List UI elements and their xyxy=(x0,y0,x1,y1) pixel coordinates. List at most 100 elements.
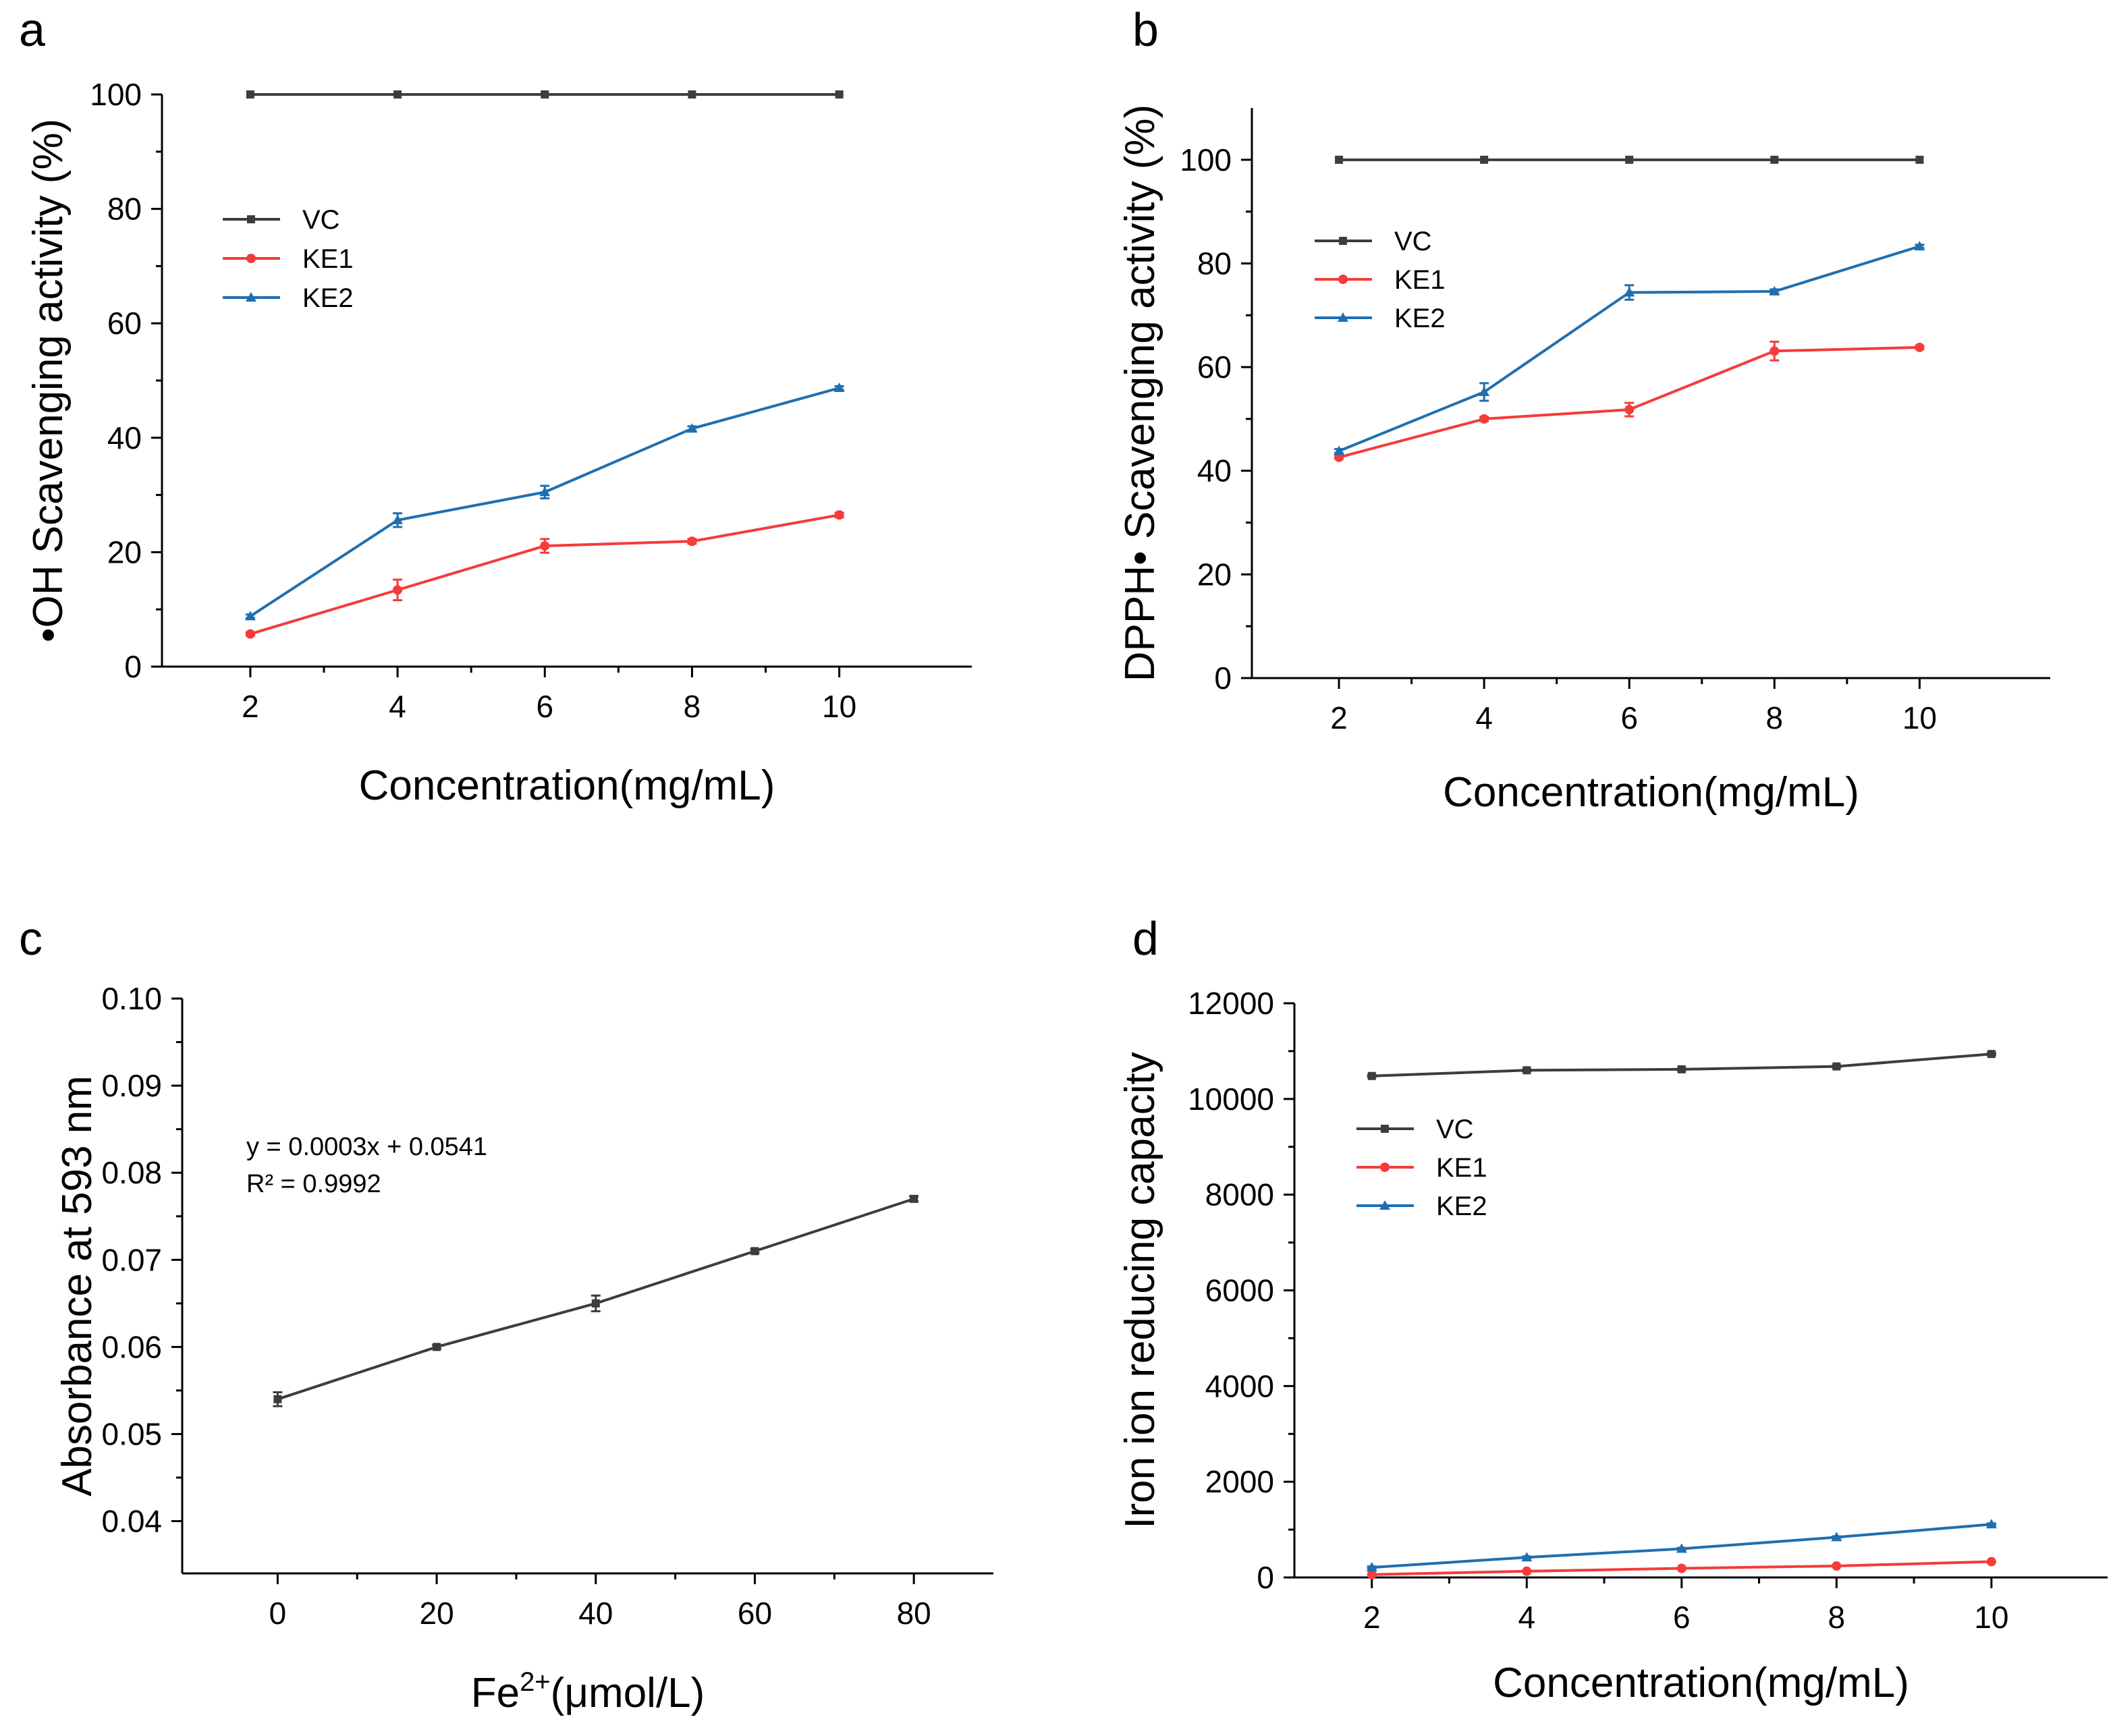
x-tick-label: 8 xyxy=(1766,700,1784,735)
data-point xyxy=(750,1247,759,1256)
data-point xyxy=(1986,1557,1996,1567)
x-tick-label: 2 xyxy=(1363,1600,1381,1635)
x-tick-label: 6 xyxy=(1620,700,1638,735)
y-tick-label: 0.09 xyxy=(101,1068,162,1103)
data-point xyxy=(591,1299,600,1308)
data-point xyxy=(393,585,403,595)
data-point xyxy=(1677,1065,1686,1073)
data-point xyxy=(687,536,697,547)
data-point xyxy=(1479,386,1490,396)
y-tick-label: 8000 xyxy=(1205,1177,1274,1212)
series-ke2 xyxy=(1334,241,1925,455)
y-tick-label: 2000 xyxy=(1205,1464,1274,1499)
y-tick-label: 20 xyxy=(1197,557,1232,592)
data-point xyxy=(1624,405,1635,415)
legend-label: KE1 xyxy=(1436,1153,1487,1183)
x-tick-label: 8 xyxy=(1828,1600,1846,1635)
data-point xyxy=(393,90,402,99)
x-tick-label: 20 xyxy=(420,1596,454,1631)
data-point xyxy=(1625,155,1634,164)
y-axis-title: DPPH• Scavenging activity (%) xyxy=(1117,105,1163,682)
series-ke1 xyxy=(1367,1557,1996,1579)
data-point xyxy=(541,90,549,99)
x-tick-label: 4 xyxy=(1475,700,1493,735)
data-point xyxy=(1522,1066,1531,1075)
legend-marker xyxy=(1380,1163,1390,1172)
y-tick-label: 20 xyxy=(107,534,142,569)
legend-marker xyxy=(1339,237,1347,245)
legend-marker xyxy=(1381,1125,1389,1133)
x-tick-label: 40 xyxy=(578,1596,613,1631)
x-tick-label: 10 xyxy=(822,689,856,724)
legend-label: KE2 xyxy=(1436,1192,1487,1221)
legend-marker xyxy=(1338,312,1348,322)
y-tick-label: 0.10 xyxy=(101,981,162,1016)
regression-annotation: y = 0.0003x + 0.0541 xyxy=(246,1133,487,1161)
y-tick-label: 0 xyxy=(124,649,142,684)
y-tick-label: 10000 xyxy=(1188,1082,1274,1117)
data-point xyxy=(1915,342,1925,352)
series-line xyxy=(250,513,840,636)
legend-marker xyxy=(246,254,256,263)
legend-marker xyxy=(247,215,255,223)
y-tick-label: 0.05 xyxy=(101,1416,162,1451)
panel-letter-c: c xyxy=(19,912,43,965)
chart-panel-d: d 2 4 6 8 10 0 2000 4000 6000 8000 10000 12000 Iron i… xyxy=(1117,912,2108,1706)
data-point xyxy=(910,1194,918,1203)
data-point xyxy=(1521,1552,1533,1562)
panel-letter-d: d xyxy=(1132,912,1159,965)
x-axis-title-main: Fe xyxy=(471,1670,520,1716)
x-axis-title: Concentration(mg/mL) xyxy=(1493,1660,1909,1706)
series-ke1 xyxy=(1334,340,1925,462)
legend-marker xyxy=(1379,1200,1390,1210)
y-tick-label: 0.04 xyxy=(101,1504,162,1539)
y-tick-label: 0 xyxy=(1214,661,1232,696)
x-tick-label: 2 xyxy=(1330,700,1348,735)
y-axis-title: Iron ion reducing capacity xyxy=(1117,1052,1163,1529)
y-tick-label: 100 xyxy=(1180,142,1232,177)
data-point xyxy=(1914,241,1925,251)
data-point xyxy=(1624,287,1635,297)
legend-label: KE2 xyxy=(302,283,354,313)
data-point xyxy=(1366,1562,1377,1572)
data-point xyxy=(244,611,256,621)
data-point xyxy=(835,90,844,99)
y-axis-title: •OH Scavenging activity (%) xyxy=(25,119,72,642)
x-axis-title-superscript: 2+ xyxy=(520,1667,551,1697)
x-axis-title: Concentration(mg/mL) xyxy=(1443,769,1859,816)
data-point xyxy=(273,1395,282,1403)
legend: VC KE1 KE2 xyxy=(1356,1115,1487,1221)
x-axis-title-unit: (μmol/L) xyxy=(551,1670,705,1716)
x-tick-label: 4 xyxy=(389,689,406,724)
data-point xyxy=(1769,285,1780,296)
data-point xyxy=(1676,1543,1687,1553)
data-point xyxy=(1985,1519,1997,1529)
data-point xyxy=(245,629,255,639)
data-point xyxy=(1367,1071,1376,1080)
x-tick-label: 4 xyxy=(1518,1600,1535,1635)
series-ke2 xyxy=(244,383,845,621)
y-tick-label: 40 xyxy=(107,420,142,455)
x-tick-label: 6 xyxy=(536,689,553,724)
y-tick-label: 40 xyxy=(1197,453,1232,488)
data-point xyxy=(392,514,404,524)
y-tick-label: 100 xyxy=(90,77,142,112)
y-tick-label: 60 xyxy=(1197,349,1232,385)
y-tick-label: 0.07 xyxy=(101,1242,162,1277)
legend-label: VC xyxy=(1394,227,1432,256)
legend-marker xyxy=(1338,275,1348,284)
legend-marker xyxy=(246,292,256,302)
series-standard xyxy=(273,1194,919,1407)
x-tick-label: 6 xyxy=(1673,1600,1691,1635)
data-point xyxy=(1769,346,1780,356)
legend-label: VC xyxy=(302,205,340,235)
data-point xyxy=(1522,1566,1532,1576)
x-axis-title: Fe2+(μmol/L) xyxy=(471,1667,705,1716)
panel-letter-a: a xyxy=(19,3,45,56)
x-tick-label: 60 xyxy=(738,1596,772,1631)
y-tick-label: 0.06 xyxy=(101,1329,162,1364)
y-tick-label: 60 xyxy=(107,306,142,341)
data-point xyxy=(1832,1062,1841,1071)
